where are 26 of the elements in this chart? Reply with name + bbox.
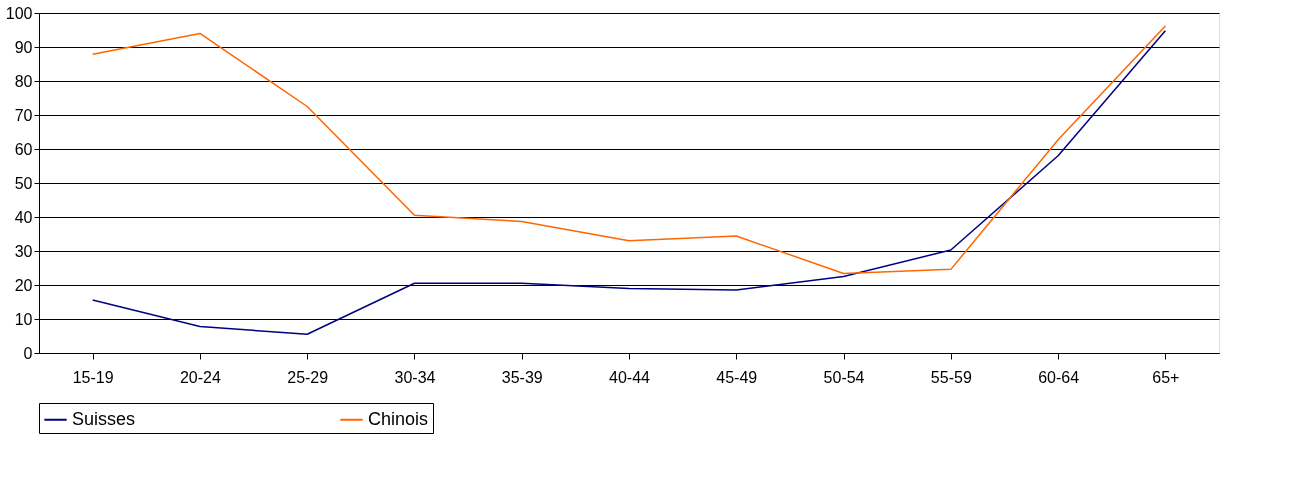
x-tick-label: 25-29 [287, 368, 329, 386]
x-tick-label: 65+ [1152, 368, 1180, 386]
x-tick-label: 60-64 [1038, 368, 1080, 386]
legend-label: Chinois [368, 408, 429, 429]
y-tick-label: 30 [14, 242, 33, 260]
y-tick-label: 10 [14, 310, 33, 328]
y-tick-label: 0 [23, 344, 33, 362]
y-tick-label: 70 [14, 106, 33, 124]
y-tick-label: 100 [5, 4, 33, 22]
y-tick-label: 80 [14, 72, 33, 90]
y-tick-label: 50 [14, 174, 33, 192]
y-tick-label: 60 [14, 140, 33, 158]
legend-label: Suisses [72, 408, 136, 429]
x-tick-label: 55-59 [930, 368, 972, 386]
x-tick-label: 30-34 [394, 368, 436, 386]
x-tick-label: 40-44 [609, 368, 651, 386]
x-tick-label: 20-24 [179, 368, 221, 386]
y-tick-label: 90 [14, 38, 33, 56]
y-tick-label: 20 [14, 276, 33, 294]
line-series [91, 29, 1167, 336]
x-tick-label: 45-49 [716, 368, 758, 386]
x-tick-label: 35-39 [501, 368, 543, 386]
x-tick-label: 50-54 [823, 368, 865, 386]
y-tick-label: 40 [14, 208, 33, 226]
x-tick-label: 15-19 [72, 368, 114, 386]
line-series [91, 25, 1167, 275]
